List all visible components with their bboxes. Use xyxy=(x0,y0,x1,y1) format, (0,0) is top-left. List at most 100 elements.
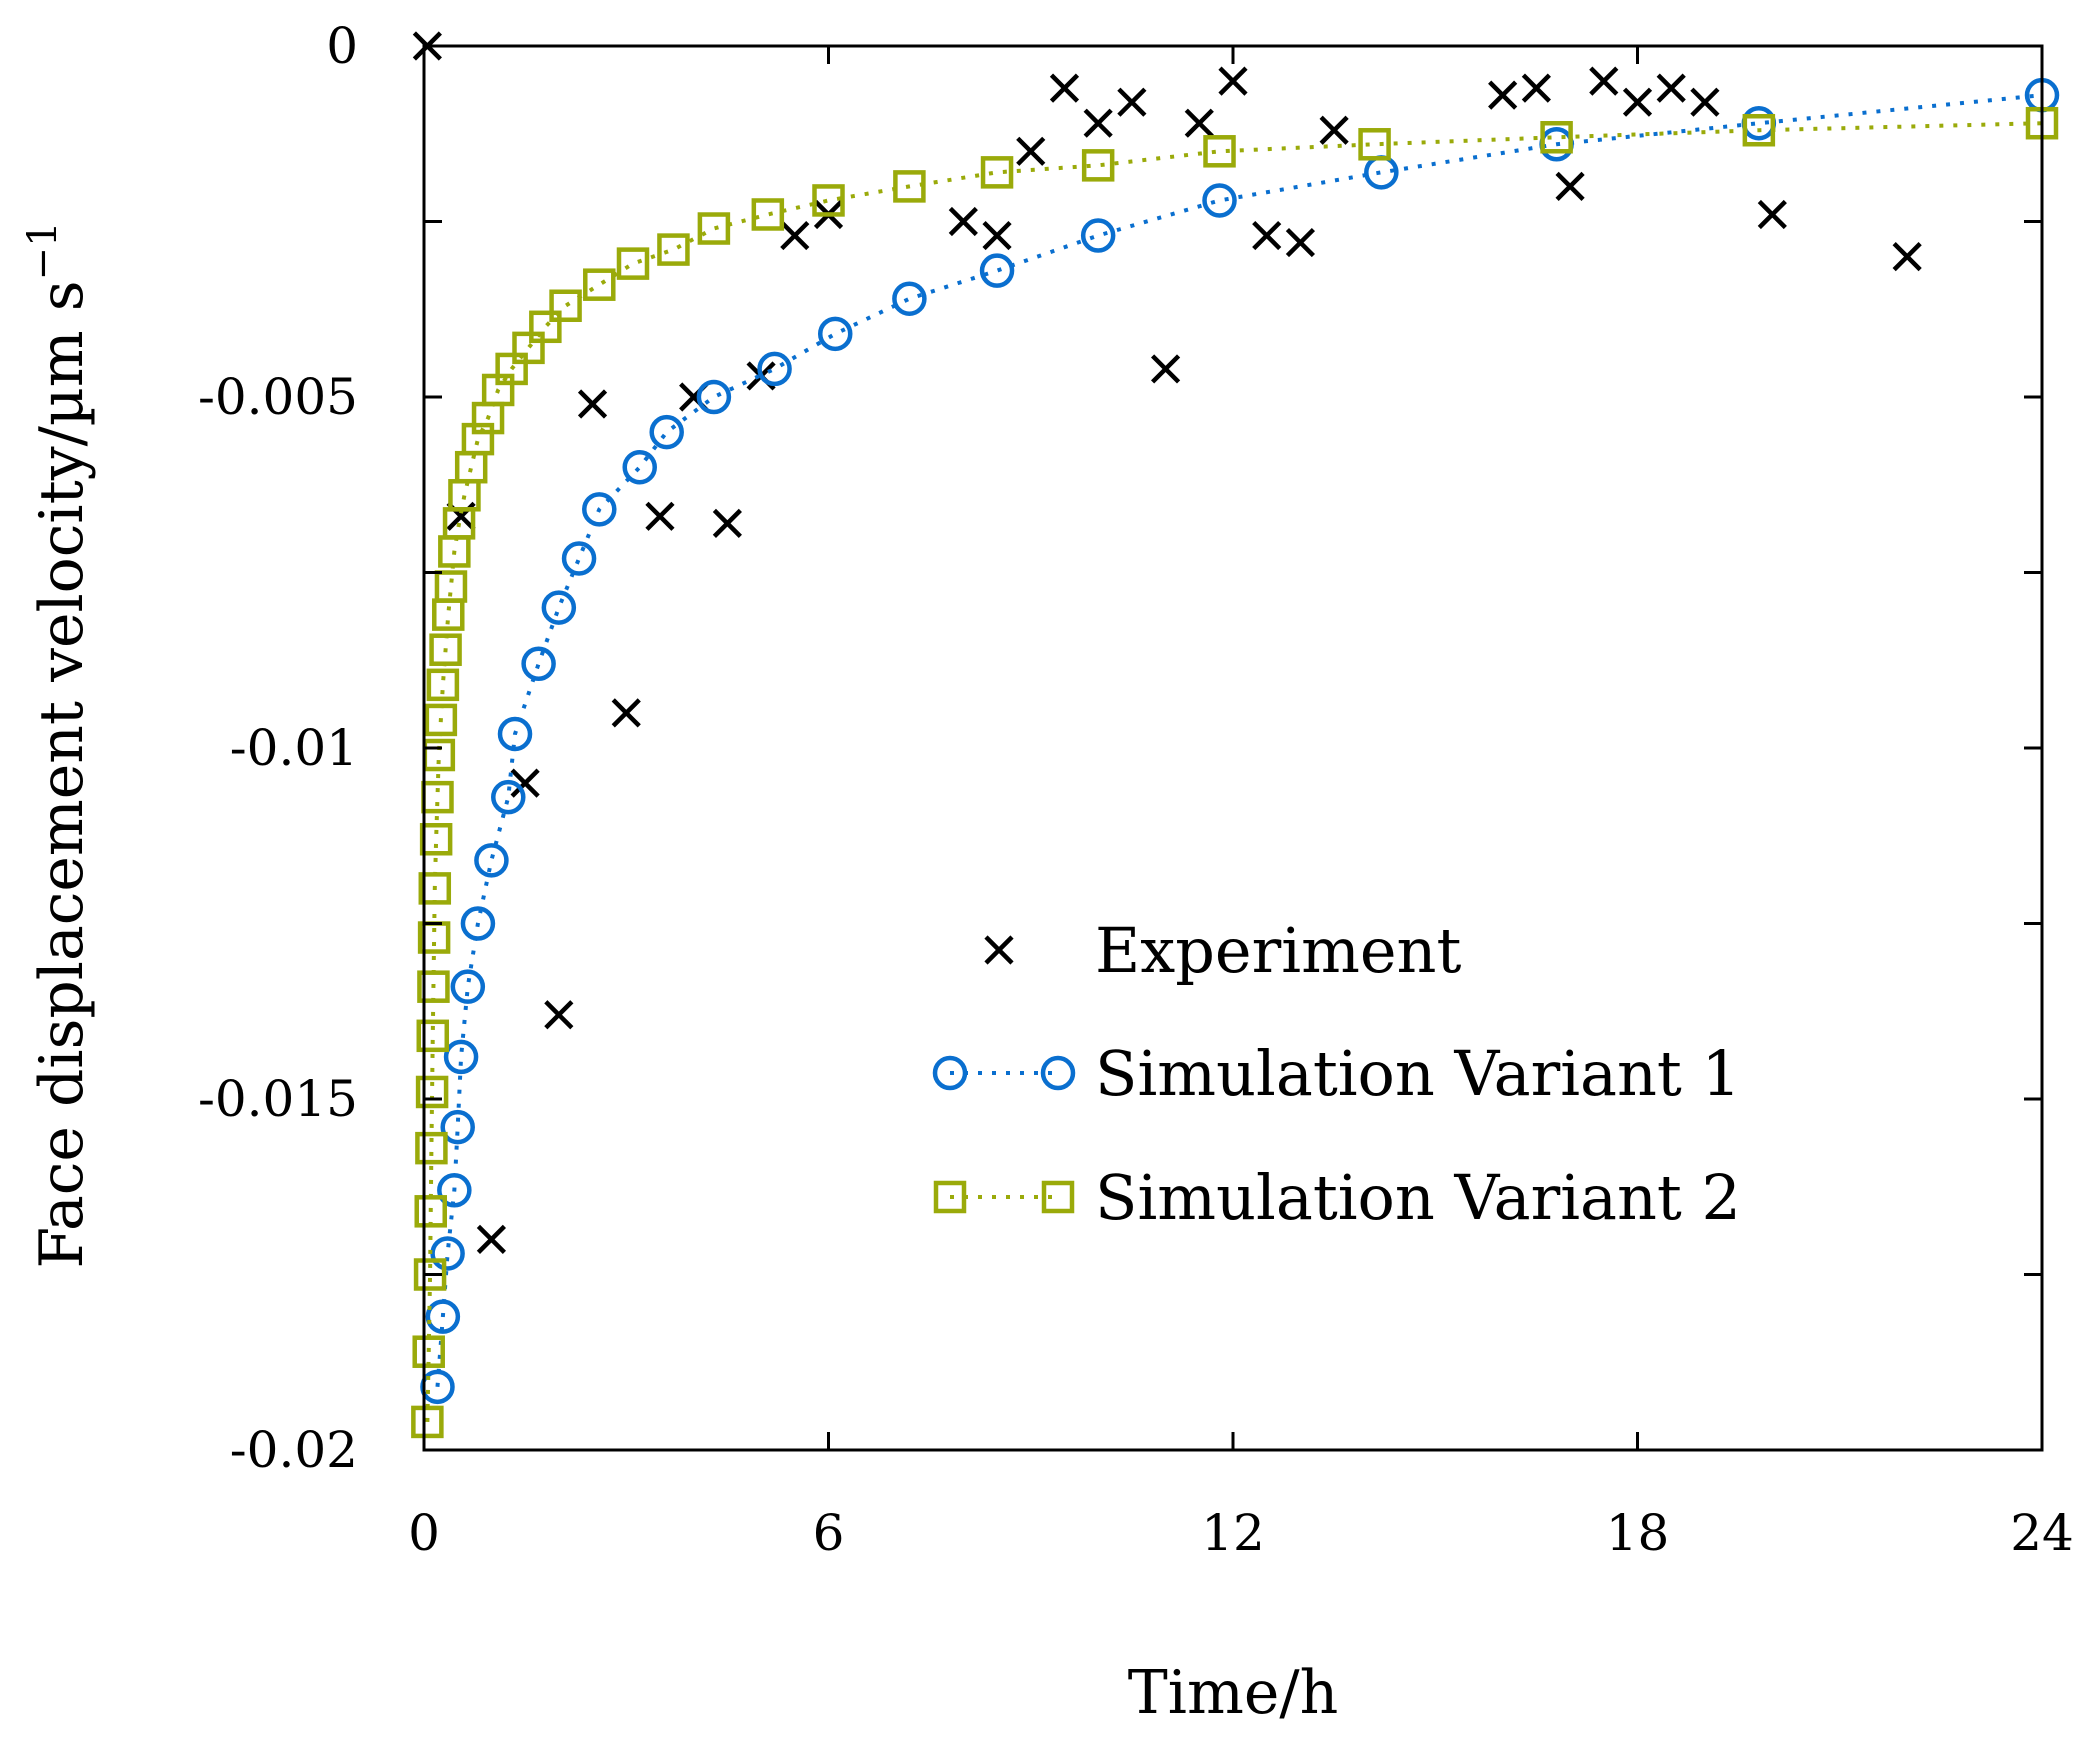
data-point xyxy=(413,1258,447,1291)
legend-label: Simulation Variant 2 xyxy=(1095,1161,1741,1234)
data-point xyxy=(812,184,845,217)
data-point xyxy=(979,253,1015,288)
data-point xyxy=(1521,73,1551,103)
data-point xyxy=(460,906,496,941)
data-point xyxy=(422,738,456,772)
data-point-stroke xyxy=(1016,136,1046,166)
data-point-stroke xyxy=(1555,171,1585,201)
data-point-stroke xyxy=(1083,108,1113,138)
series-2 xyxy=(420,77,2060,1405)
data-point xyxy=(474,843,509,878)
data-point xyxy=(561,541,597,576)
data-point xyxy=(1080,218,1116,253)
data-point-stroke xyxy=(1285,227,1316,258)
data-point xyxy=(1555,171,1585,201)
data-point xyxy=(657,233,690,266)
x-tick-label: 6 xyxy=(813,1504,845,1562)
data-point xyxy=(424,703,458,737)
data-point xyxy=(434,570,468,603)
data-point xyxy=(1117,87,1147,117)
data-point-stroke xyxy=(982,220,1012,251)
series-2-line xyxy=(435,93,2043,1387)
data-point xyxy=(425,1299,461,1334)
data-point xyxy=(582,492,617,527)
data-point-stroke xyxy=(1049,73,1080,103)
data-point xyxy=(1358,128,1391,161)
data-point xyxy=(893,170,926,203)
data-point-stroke xyxy=(1656,73,1686,103)
data-point xyxy=(437,1173,472,1208)
y-tick-label: -0.005 xyxy=(198,368,358,426)
data-point xyxy=(1488,80,1518,110)
data-point xyxy=(461,422,495,456)
legend-marker xyxy=(984,935,1014,965)
data-point xyxy=(697,212,731,245)
plot-frame xyxy=(422,44,2044,1452)
data-point xyxy=(417,970,450,1003)
data-point xyxy=(443,1039,479,1075)
legend-marker xyxy=(1040,1055,1076,1091)
data-point-stroke xyxy=(1184,108,1214,138)
data-point-stroke xyxy=(1757,199,1787,230)
data-point xyxy=(510,768,540,798)
data-point xyxy=(415,1131,448,1165)
data-point xyxy=(1757,199,1787,230)
data-point-stroke xyxy=(1252,220,1282,251)
data-point xyxy=(1892,242,1922,272)
data-point xyxy=(420,1369,455,1405)
series-1 xyxy=(412,31,1922,1254)
data-point-stroke xyxy=(476,1224,507,1254)
data-point xyxy=(1184,108,1214,138)
y-tick-label: -0.01 xyxy=(230,719,358,777)
data-point xyxy=(416,1019,450,1053)
data-point xyxy=(529,310,562,344)
data-point xyxy=(1622,87,1653,117)
data-point xyxy=(476,1224,507,1254)
legend-marker xyxy=(932,1055,968,1091)
data-point xyxy=(415,1075,449,1109)
y-tick-label: -0.02 xyxy=(230,1421,358,1479)
data-point xyxy=(454,450,488,484)
data-point xyxy=(1319,115,1349,145)
data-point xyxy=(495,352,528,386)
data-point xyxy=(645,501,675,531)
data-point xyxy=(432,598,465,631)
data-point-stroke xyxy=(1690,87,1720,117)
data-point xyxy=(780,220,810,251)
legend-marker xyxy=(933,1180,967,1214)
data-point xyxy=(1656,73,1686,103)
data-point-stroke xyxy=(645,501,675,531)
legend-marker xyxy=(1041,1180,1075,1214)
data-point-stroke xyxy=(510,768,540,798)
data-point xyxy=(757,351,792,387)
data-point xyxy=(544,1000,574,1030)
data-point xyxy=(440,1109,475,1145)
data-point xyxy=(1203,135,1236,168)
data-point xyxy=(1741,105,1777,141)
data-point xyxy=(521,646,556,682)
x-axis-label: Time/h xyxy=(1128,1658,1338,1728)
data-point-stroke xyxy=(1892,242,1922,272)
data-point-stroke xyxy=(1150,354,1181,384)
data-point xyxy=(414,1195,447,1228)
data-point-stroke xyxy=(1622,87,1653,117)
data-point-stroke xyxy=(1521,73,1551,103)
y-axis-label-superscript: −1 xyxy=(20,221,66,280)
data-point xyxy=(1016,136,1046,166)
data-point-stroke xyxy=(544,1000,574,1030)
data-point xyxy=(1083,108,1113,138)
data-point xyxy=(611,698,641,728)
data-point xyxy=(751,198,785,231)
axis-layer: 0 6 12 18 24 0 -0.005 -0.01 -0.015 -0.02 xyxy=(198,17,2074,1562)
data-point xyxy=(1285,227,1316,258)
x-tick-label: 18 xyxy=(1606,1504,1670,1562)
data-point xyxy=(649,414,684,450)
data-point-stroke xyxy=(780,220,810,251)
data-point-stroke xyxy=(1488,80,1518,110)
data-point-stroke xyxy=(1319,115,1349,145)
data-point xyxy=(1690,87,1720,117)
data-point xyxy=(696,379,732,415)
data-point-stroke xyxy=(1589,66,1619,96)
data-point xyxy=(419,823,453,856)
